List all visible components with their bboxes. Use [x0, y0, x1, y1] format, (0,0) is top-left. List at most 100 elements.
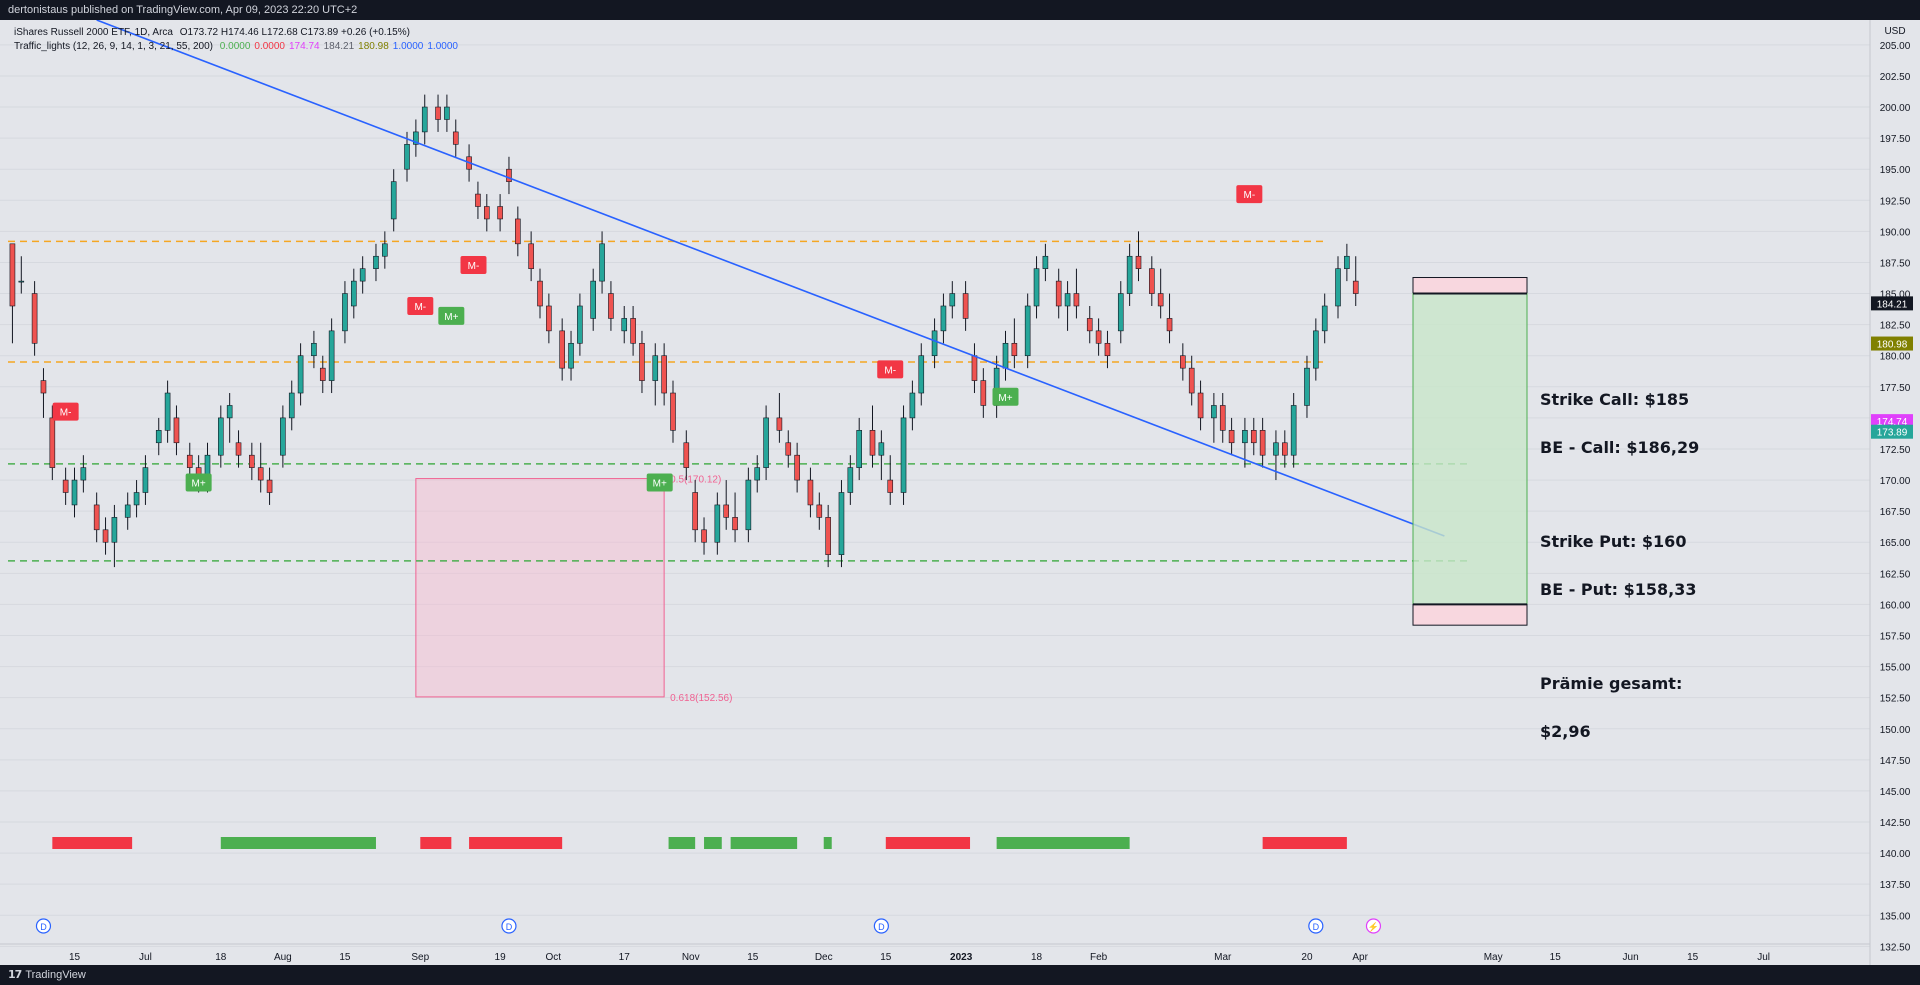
candle-body [1002, 342, 1009, 369]
time-tick: Sep [411, 952, 429, 963]
price-tick: 195.00 [1880, 165, 1911, 176]
trendline[interactable] [96, 19, 1445, 537]
price-tick: 135.00 [1880, 911, 1911, 922]
buy-signal [438, 306, 465, 325]
candle-body [1290, 405, 1297, 456]
horizontal-levels [8, 240, 1470, 562]
time-tick: 17 [619, 952, 631, 963]
candle-body [537, 280, 543, 307]
candle-body [1219, 405, 1226, 431]
footer: 17 TradingView [0, 965, 1920, 985]
candle-body [940, 305, 947, 332]
candle-body [124, 504, 131, 518]
candle-body [1211, 405, 1217, 419]
price-label-text: 173.89 [1877, 428, 1908, 439]
fib-label: 0.618(152.56) [670, 693, 732, 704]
price-axis-bg [1870, 20, 1920, 965]
options-box[interactable] [1412, 277, 1528, 626]
price-tick: 155.00 [1880, 663, 1911, 674]
time-tick: 15 [339, 952, 351, 963]
state-bar [823, 837, 832, 849]
candle-body [559, 330, 565, 369]
candle-body [435, 106, 441, 120]
state-bar [668, 837, 696, 849]
state-bar [1262, 837, 1347, 849]
event-marker-label: D [506, 922, 513, 932]
candle-body [794, 454, 800, 481]
price-tick: 170.00 [1880, 476, 1911, 487]
candle-body [18, 280, 25, 283]
candle-body [257, 467, 264, 481]
time-tick: Nov [682, 952, 700, 963]
legend-indicator-row: Traffic_lights (12, 26, 9, 14, 1, 3, 21,… [14, 40, 458, 54]
time-tick: 18 [215, 952, 227, 963]
candle-body [1042, 255, 1049, 269]
candle-body [608, 293, 614, 319]
candle-body [1259, 430, 1266, 456]
candle-body [483, 206, 490, 220]
candle-body [359, 268, 366, 282]
grid [0, 44, 1870, 947]
event-marker-label: D [878, 922, 885, 932]
candle-body [71, 479, 78, 506]
candle-body [701, 529, 707, 543]
candle-body [1273, 442, 1279, 456]
time-tick: 18 [1031, 952, 1043, 963]
candle-body [714, 504, 721, 543]
price-label-box [1871, 414, 1913, 429]
signal-label: M+ [998, 393, 1012, 404]
candle-body [630, 318, 636, 344]
premium-value: $2,96 [1540, 722, 1591, 741]
candle-body [825, 517, 831, 555]
price-label-box [1871, 336, 1913, 351]
legend-indicator-value: 0.0000 [219, 41, 251, 52]
call-strike: Strike Call: $185 [1540, 390, 1690, 409]
time-tick: 20 [1301, 952, 1313, 963]
candle-body [1086, 318, 1093, 332]
candle-body [515, 218, 521, 245]
price-tick: 202.50 [1880, 72, 1911, 83]
price-axis[interactable]: USD 132.50 135.00 137.50 140.00 142.50 145.00 1… [1869, 20, 1920, 965]
time-tick: Jul [1757, 952, 1770, 963]
legend-indicator-value: 0.0000 [254, 41, 285, 52]
tradingview-logo[interactable]: 17 TradingView [8, 965, 86, 985]
candle-body [218, 417, 224, 456]
price-chart[interactable]: 0.5(170.12)0.618(152.56) M-M+M-M+M-M+M-M… [0, 19, 1920, 965]
candle-body [1011, 342, 1018, 357]
candle-body [692, 492, 698, 531]
candle-body [1313, 330, 1319, 369]
price-tick: 197.50 [1880, 134, 1911, 145]
candle-body [931, 330, 938, 357]
legend-indicator-value: 180.98 [358, 41, 389, 52]
time-tick: Feb [1090, 952, 1108, 963]
price-tick: 180.00 [1880, 352, 1911, 363]
tradingview-logo-icon: 17 [8, 968, 22, 981]
currency-label: USD [1884, 26, 1905, 37]
candle-body [186, 454, 193, 468]
candle-body [155, 430, 162, 444]
candle-body [1304, 367, 1310, 406]
time-tick: Jul [139, 952, 152, 963]
signal-label: M+ [192, 479, 206, 490]
legend-symbol: iShares Russell 2000 ETF, 1D, Arca [14, 27, 173, 38]
chart-area[interactable]: 0.5(170.12) 0.618(152.56) M- M+ M- M+ M- M+ M- M… [0, 19, 1920, 965]
price-tick: 157.50 [1880, 631, 1911, 642]
candle-body [173, 417, 180, 444]
profit-zone [1412, 293, 1528, 605]
candle-body [887, 479, 894, 493]
signal-label: M+ [653, 479, 667, 490]
event-markers[interactable]: D D D D ⚡ [35, 918, 1382, 934]
candle-body [373, 255, 379, 269]
candle-body [1250, 430, 1257, 444]
time-tick: Apr [1352, 952, 1368, 963]
time-axis[interactable]: 15 Jul 18 Aug 15 Sep 19 Oct 17 Nov 15 Dec 15 2023 18 Fe… [0, 943, 1870, 963]
time-tick: Jun [1623, 952, 1639, 963]
candle-body [838, 492, 845, 555]
candle-body [683, 442, 690, 468]
candle-body [661, 355, 667, 394]
price-tick: 132.50 [1880, 942, 1911, 953]
price-label-text: 180.98 [1877, 340, 1908, 351]
state-bar [420, 837, 452, 849]
dividend-marker [501, 918, 517, 934]
legend-symbol-row: iShares Russell 2000 ETF, 1D, Arca O173.… [14, 26, 458, 40]
